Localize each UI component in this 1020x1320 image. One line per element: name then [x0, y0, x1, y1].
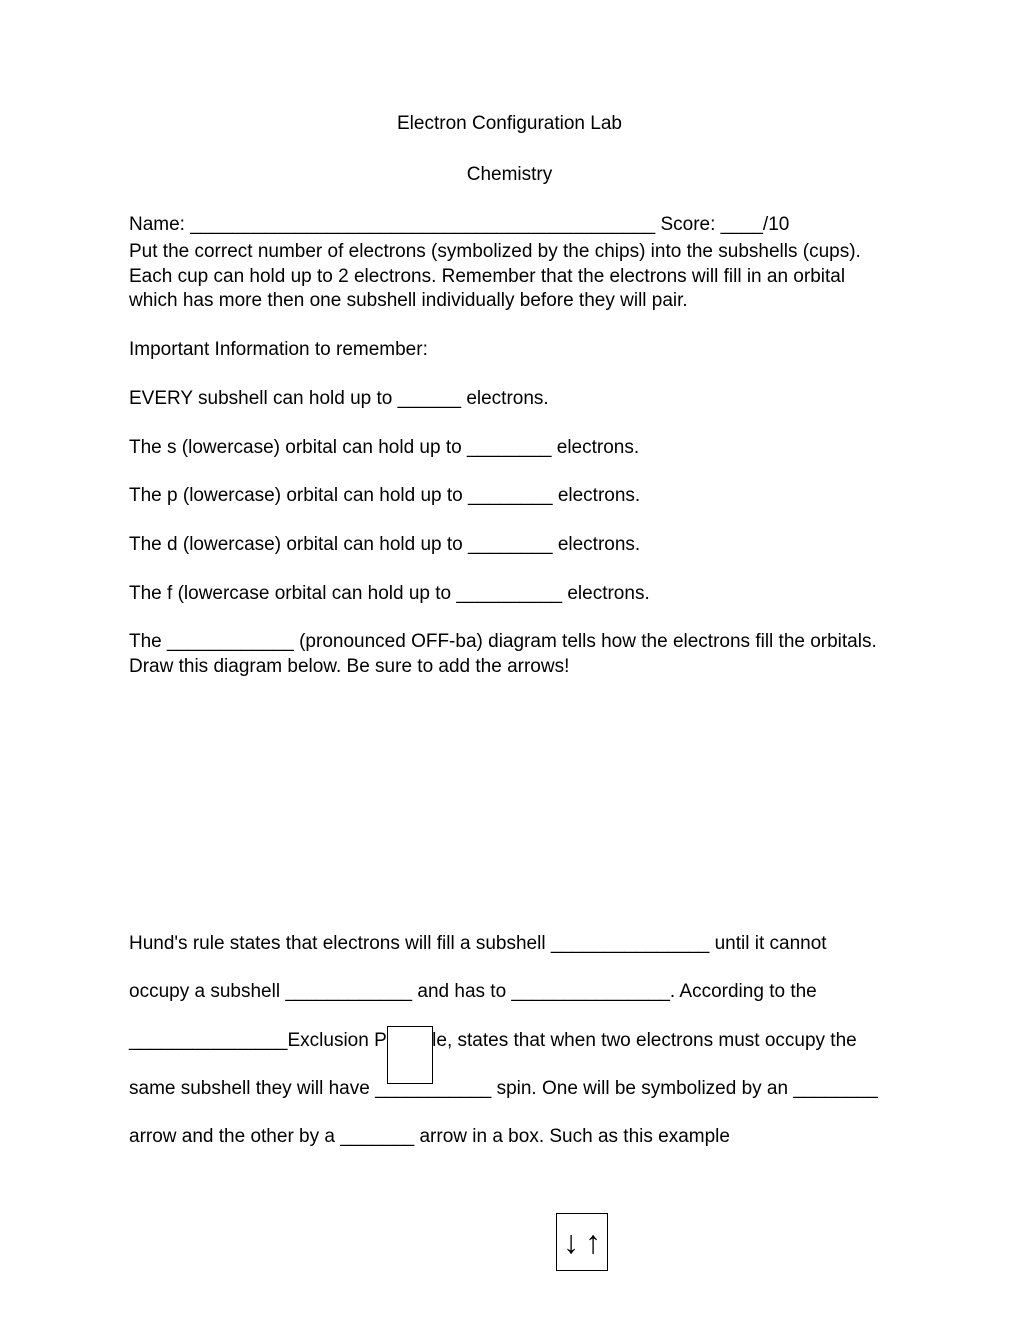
hunds-text: Hund's rule states that electrons will f…: [129, 933, 878, 1148]
instructions-text: Put the correct number of electrons (sym…: [129, 240, 890, 314]
aufbau-paragraph: The ____________ (pronounced OFF-ba) dia…: [129, 630, 890, 679]
down-arrow-icon: ↓: [563, 1226, 579, 1258]
hunds-rule-section: Hund's rule states that electrons will f…: [129, 920, 890, 1162]
document-subtitle: Chemistry: [129, 163, 890, 188]
arrow-box: ↓ ↑: [556, 1213, 608, 1271]
d-orbital-line: The d (lowercase) orbital can hold up to…: [129, 533, 890, 558]
s-orbital-line: The s (lowercase) orbital can hold up to…: [129, 436, 890, 461]
every-subshell-line: EVERY subshell can hold up to ______ ele…: [129, 387, 890, 412]
empty-box: [387, 1026, 433, 1084]
up-arrow-icon: ↑: [585, 1226, 601, 1258]
document-title: Electron Configuration Lab: [129, 112, 890, 137]
name-score-line: Name: __________________________________…: [129, 213, 890, 238]
p-orbital-line: The p (lowercase) orbital can hold up to…: [129, 484, 890, 509]
f-orbital-line: The f (lowercase orbital can hold up to …: [129, 582, 890, 607]
important-header: Important Information to remember:: [129, 338, 890, 363]
